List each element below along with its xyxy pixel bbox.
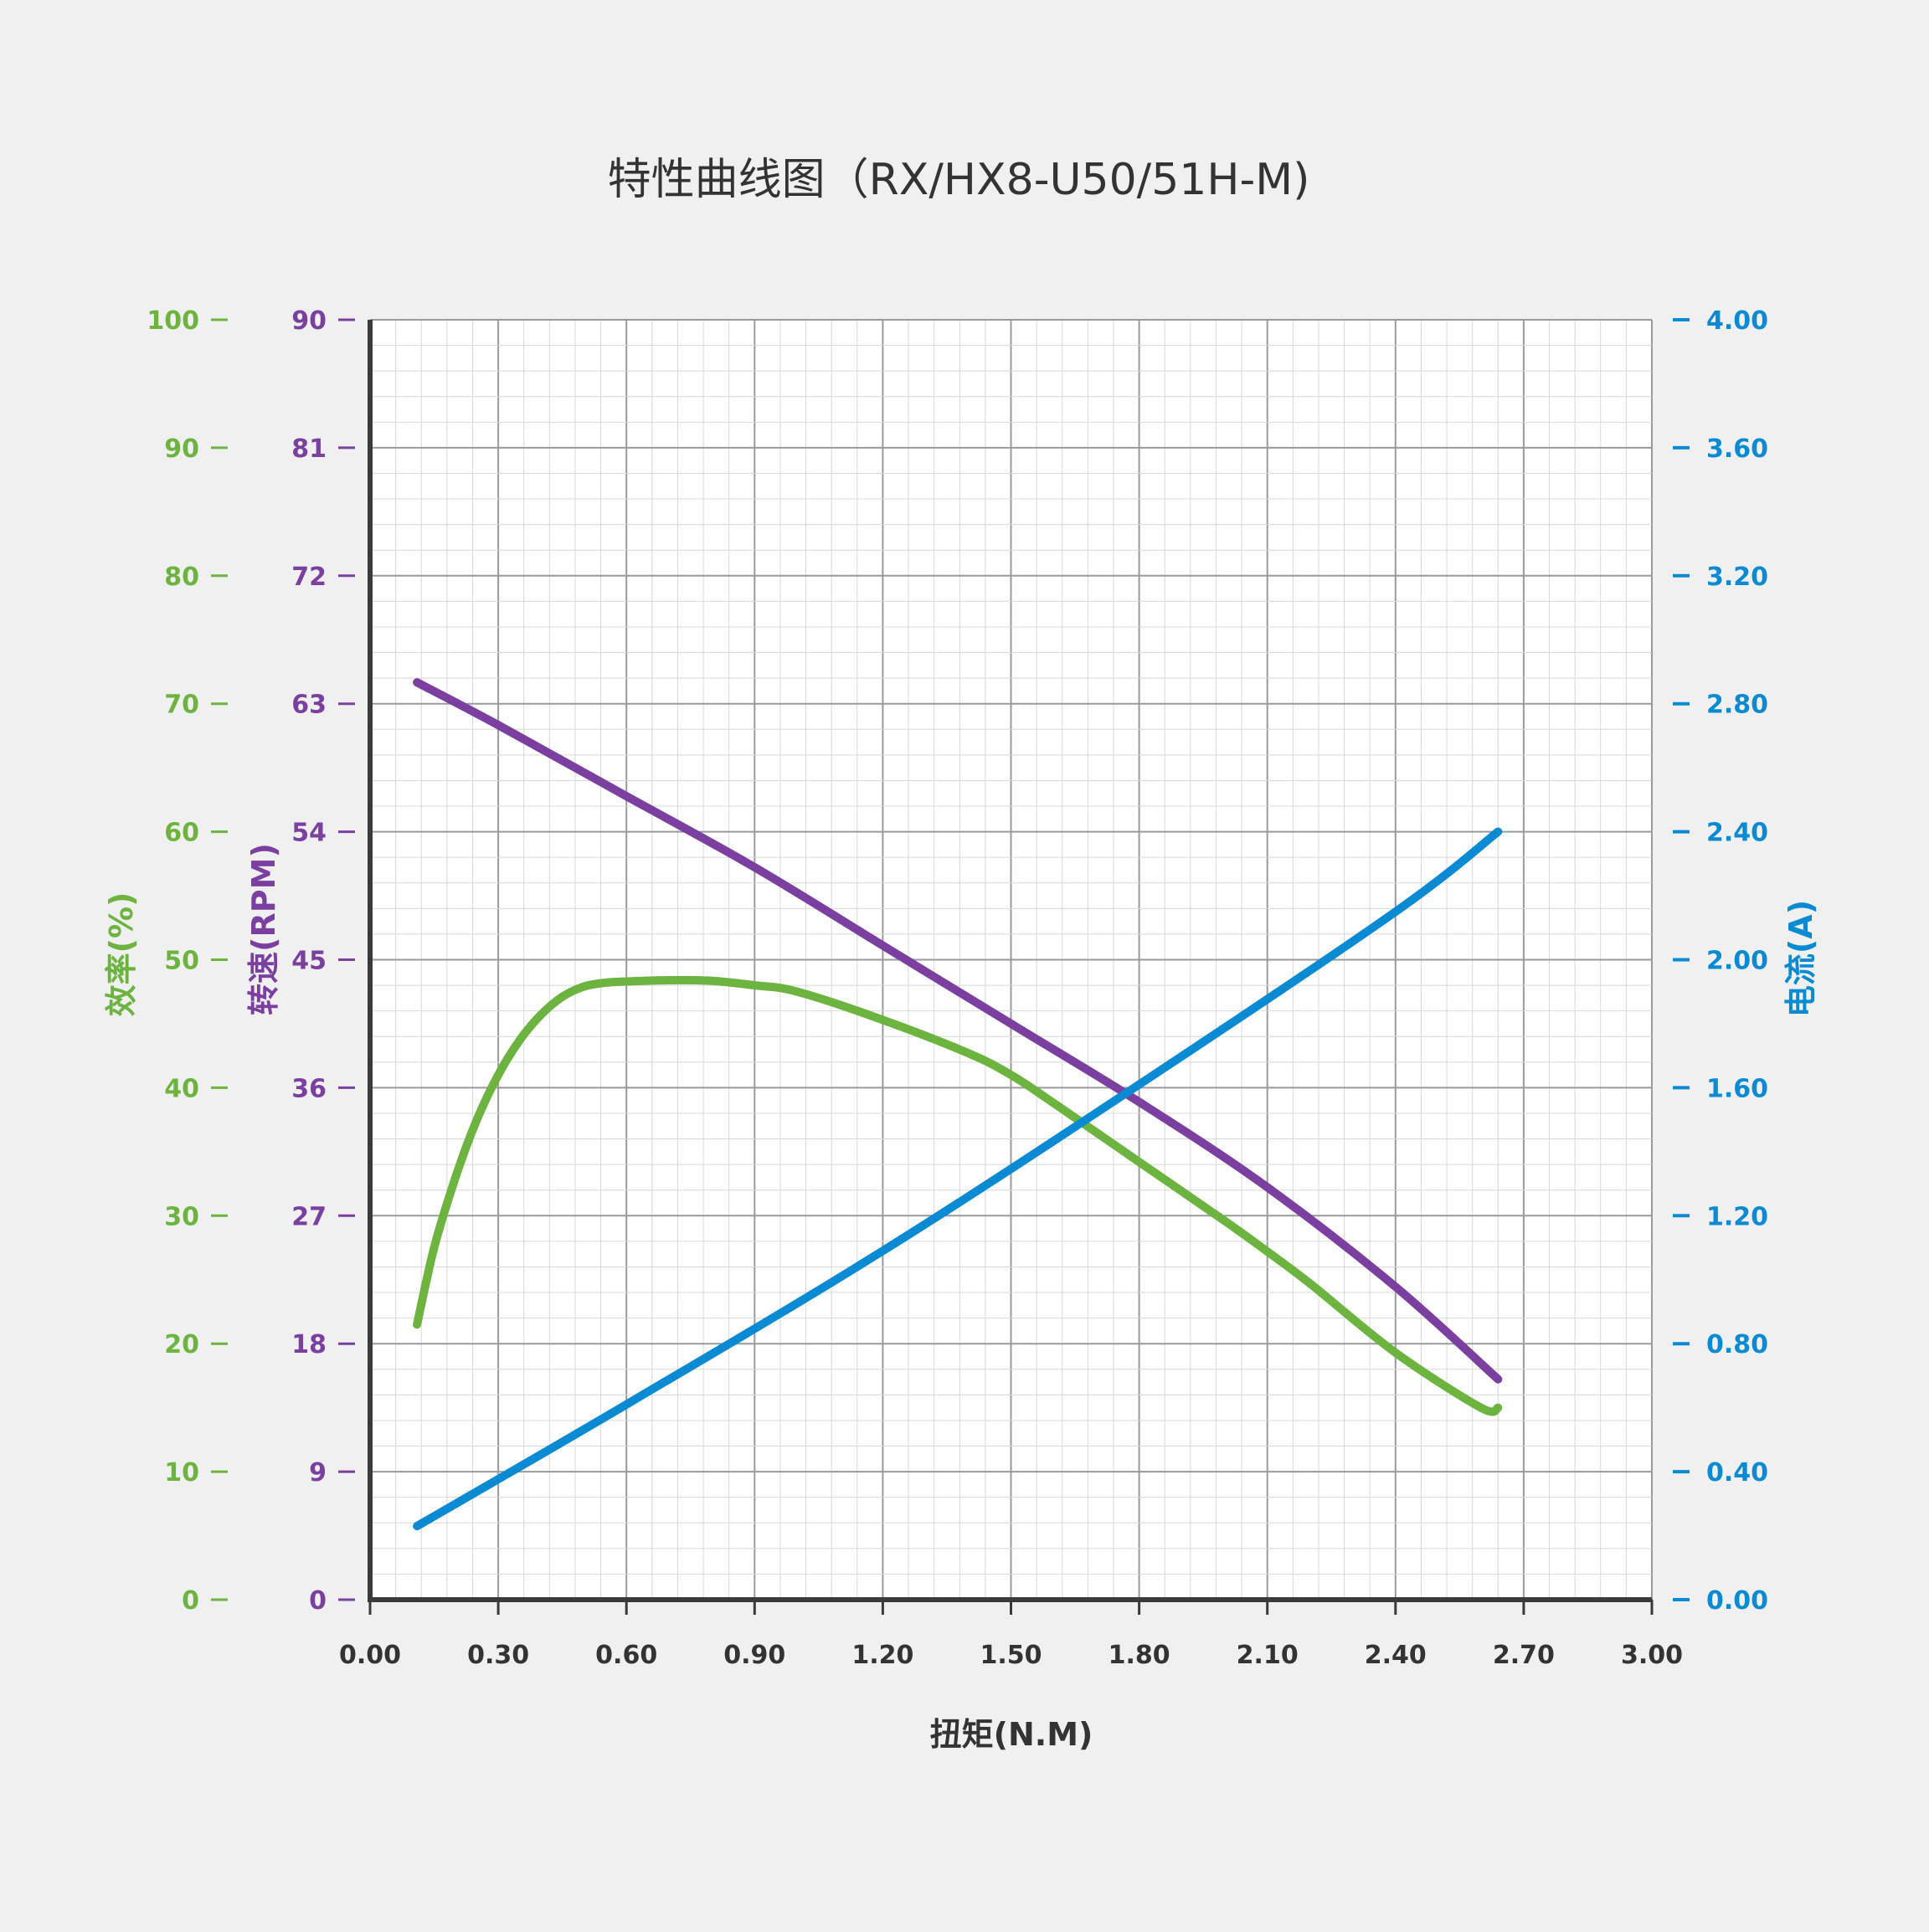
speed-axis-title: 转速(RPM) bbox=[245, 843, 282, 1015]
current-tick-label: 2.00 bbox=[1706, 947, 1768, 976]
efficiency-tick-label: 60 bbox=[164, 819, 199, 848]
efficiency-axis-title: 效率(%) bbox=[103, 892, 140, 1017]
efficiency-tick-label: 90 bbox=[164, 434, 199, 464]
x-tick-label: 1.80 bbox=[1109, 1641, 1170, 1670]
x-tick-label: 0.30 bbox=[467, 1641, 529, 1670]
efficiency-tick-label: 100 bbox=[147, 306, 199, 336]
x-tick-label: 0.60 bbox=[595, 1641, 657, 1670]
current-tick-label: 1.60 bbox=[1706, 1074, 1768, 1103]
current-tick-label: 2.80 bbox=[1706, 691, 1768, 720]
speed-tick-label: 45 bbox=[291, 947, 327, 976]
speed-tick-label: 72 bbox=[291, 563, 327, 592]
x-tick-label: 1.20 bbox=[851, 1641, 913, 1670]
efficiency-tick-label: 20 bbox=[164, 1330, 199, 1359]
x-tick-label: 1.50 bbox=[980, 1641, 1042, 1670]
speed-tick-label: 63 bbox=[291, 691, 327, 720]
speed-tick-label: 9 bbox=[309, 1458, 327, 1488]
current-tick-label: 4.00 bbox=[1706, 306, 1768, 336]
speed-tick-label: 18 bbox=[291, 1330, 327, 1359]
current-tick-label: 0.40 bbox=[1706, 1458, 1768, 1488]
efficiency-tick-label: 40 bbox=[164, 1074, 199, 1103]
x-tick-label: 2.40 bbox=[1365, 1641, 1427, 1670]
efficiency-tick-label: 80 bbox=[164, 563, 199, 592]
current-tick-label: 0.80 bbox=[1706, 1330, 1768, 1359]
current-series-line bbox=[413, 827, 1503, 1531]
tick-labels: 0.00 0.30 0.60 0.90 1.20 1.50 1.80 2.10 2.40 2.70… bbox=[147, 306, 1768, 1670]
efficiency-series-line bbox=[413, 975, 1503, 1416]
x-tick-label: 0.00 bbox=[339, 1641, 401, 1670]
x-tick-label: 0.90 bbox=[723, 1641, 785, 1670]
x-axis-title: 扭矩(N.M) bbox=[930, 1716, 1093, 1753]
efficiency-tick-label: 50 bbox=[164, 947, 199, 976]
efficiency-tick-label: 0 bbox=[182, 1586, 199, 1616]
speed-series-line bbox=[413, 678, 1503, 1384]
speed-tick-label: 0 bbox=[309, 1586, 327, 1616]
current-tick-label: 0.00 bbox=[1706, 1586, 1768, 1616]
speed-tick-label: 90 bbox=[291, 306, 327, 336]
current-tick-label: 3.20 bbox=[1706, 563, 1768, 592]
grid bbox=[369, 319, 1653, 1601]
chart-title: 特性曲线图（RX/HX8-U50/51H-M) bbox=[608, 155, 1310, 205]
efficiency-tick-label: 30 bbox=[164, 1202, 199, 1231]
efficiency-tick-label: 70 bbox=[164, 691, 199, 720]
current-tick-label: 1.20 bbox=[1706, 1202, 1768, 1231]
x-tick-label: 3.00 bbox=[1621, 1641, 1683, 1670]
speed-tick-label: 36 bbox=[291, 1074, 327, 1103]
current-tick-label: 3.60 bbox=[1706, 434, 1768, 464]
series-lines bbox=[413, 678, 1503, 1531]
x-tick-label: 2.70 bbox=[1493, 1641, 1555, 1670]
speed-tick-label: 27 bbox=[291, 1202, 327, 1231]
x-tick-label: 2.10 bbox=[1237, 1641, 1299, 1670]
current-tick-label: 2.40 bbox=[1706, 819, 1768, 848]
efficiency-tick-label: 10 bbox=[164, 1458, 199, 1488]
current-axis-title: 电流(A) bbox=[1782, 900, 1819, 1017]
speed-tick-label: 54 bbox=[291, 819, 327, 848]
speed-tick-label: 81 bbox=[291, 434, 327, 464]
